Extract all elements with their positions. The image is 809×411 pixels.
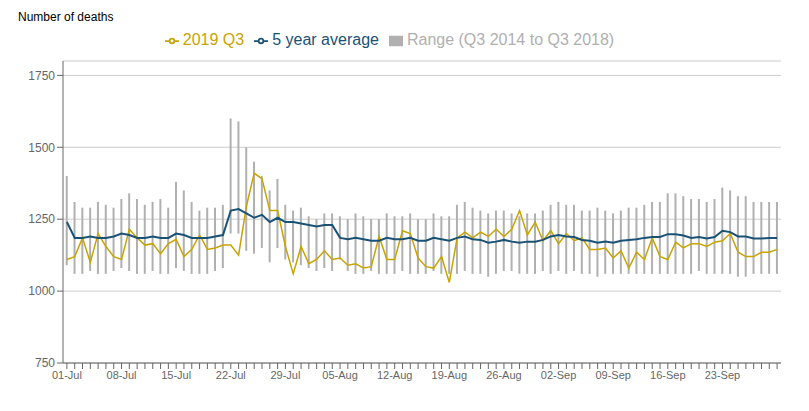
svg-text:05-Aug: 05-Aug	[322, 369, 357, 381]
svg-text:08-Jul: 08-Jul	[107, 369, 137, 381]
svg-text:26-Aug: 26-Aug	[486, 369, 521, 381]
svg-text:09-Sep: 09-Sep	[595, 369, 630, 381]
svg-text:1750: 1750	[28, 69, 55, 83]
svg-text:15-Jul: 15-Jul	[161, 369, 191, 381]
svg-text:01-Jul: 01-Jul	[52, 369, 82, 381]
svg-text:02-Sep: 02-Sep	[541, 369, 576, 381]
html-text:5 year average: 5 year average	[272, 31, 379, 48]
svg-text:1000: 1000	[28, 284, 55, 298]
svg-text:22-Jul: 22-Jul	[216, 369, 246, 381]
svg-text:1250: 1250	[28, 212, 55, 226]
html-text:Number of deaths: Number of deaths	[18, 10, 114, 24]
svg-text:16-Sep: 16-Sep	[650, 369, 685, 381]
svg-text:23-Sep: 23-Sep	[705, 369, 740, 381]
svg-text:29-Jul: 29-Jul	[270, 369, 300, 381]
svg-text:1500: 1500	[28, 141, 55, 155]
svg-text:750: 750	[35, 356, 55, 370]
html-text:2019 Q3: 2019 Q3	[182, 31, 245, 48]
svg-text:19-Aug: 19-Aug	[432, 369, 467, 381]
html-text:Range (Q3 2014 to Q3 2018): Range (Q3 2014 to Q3 2018)	[406, 31, 615, 48]
svg-text:12-Aug: 12-Aug	[377, 369, 412, 381]
